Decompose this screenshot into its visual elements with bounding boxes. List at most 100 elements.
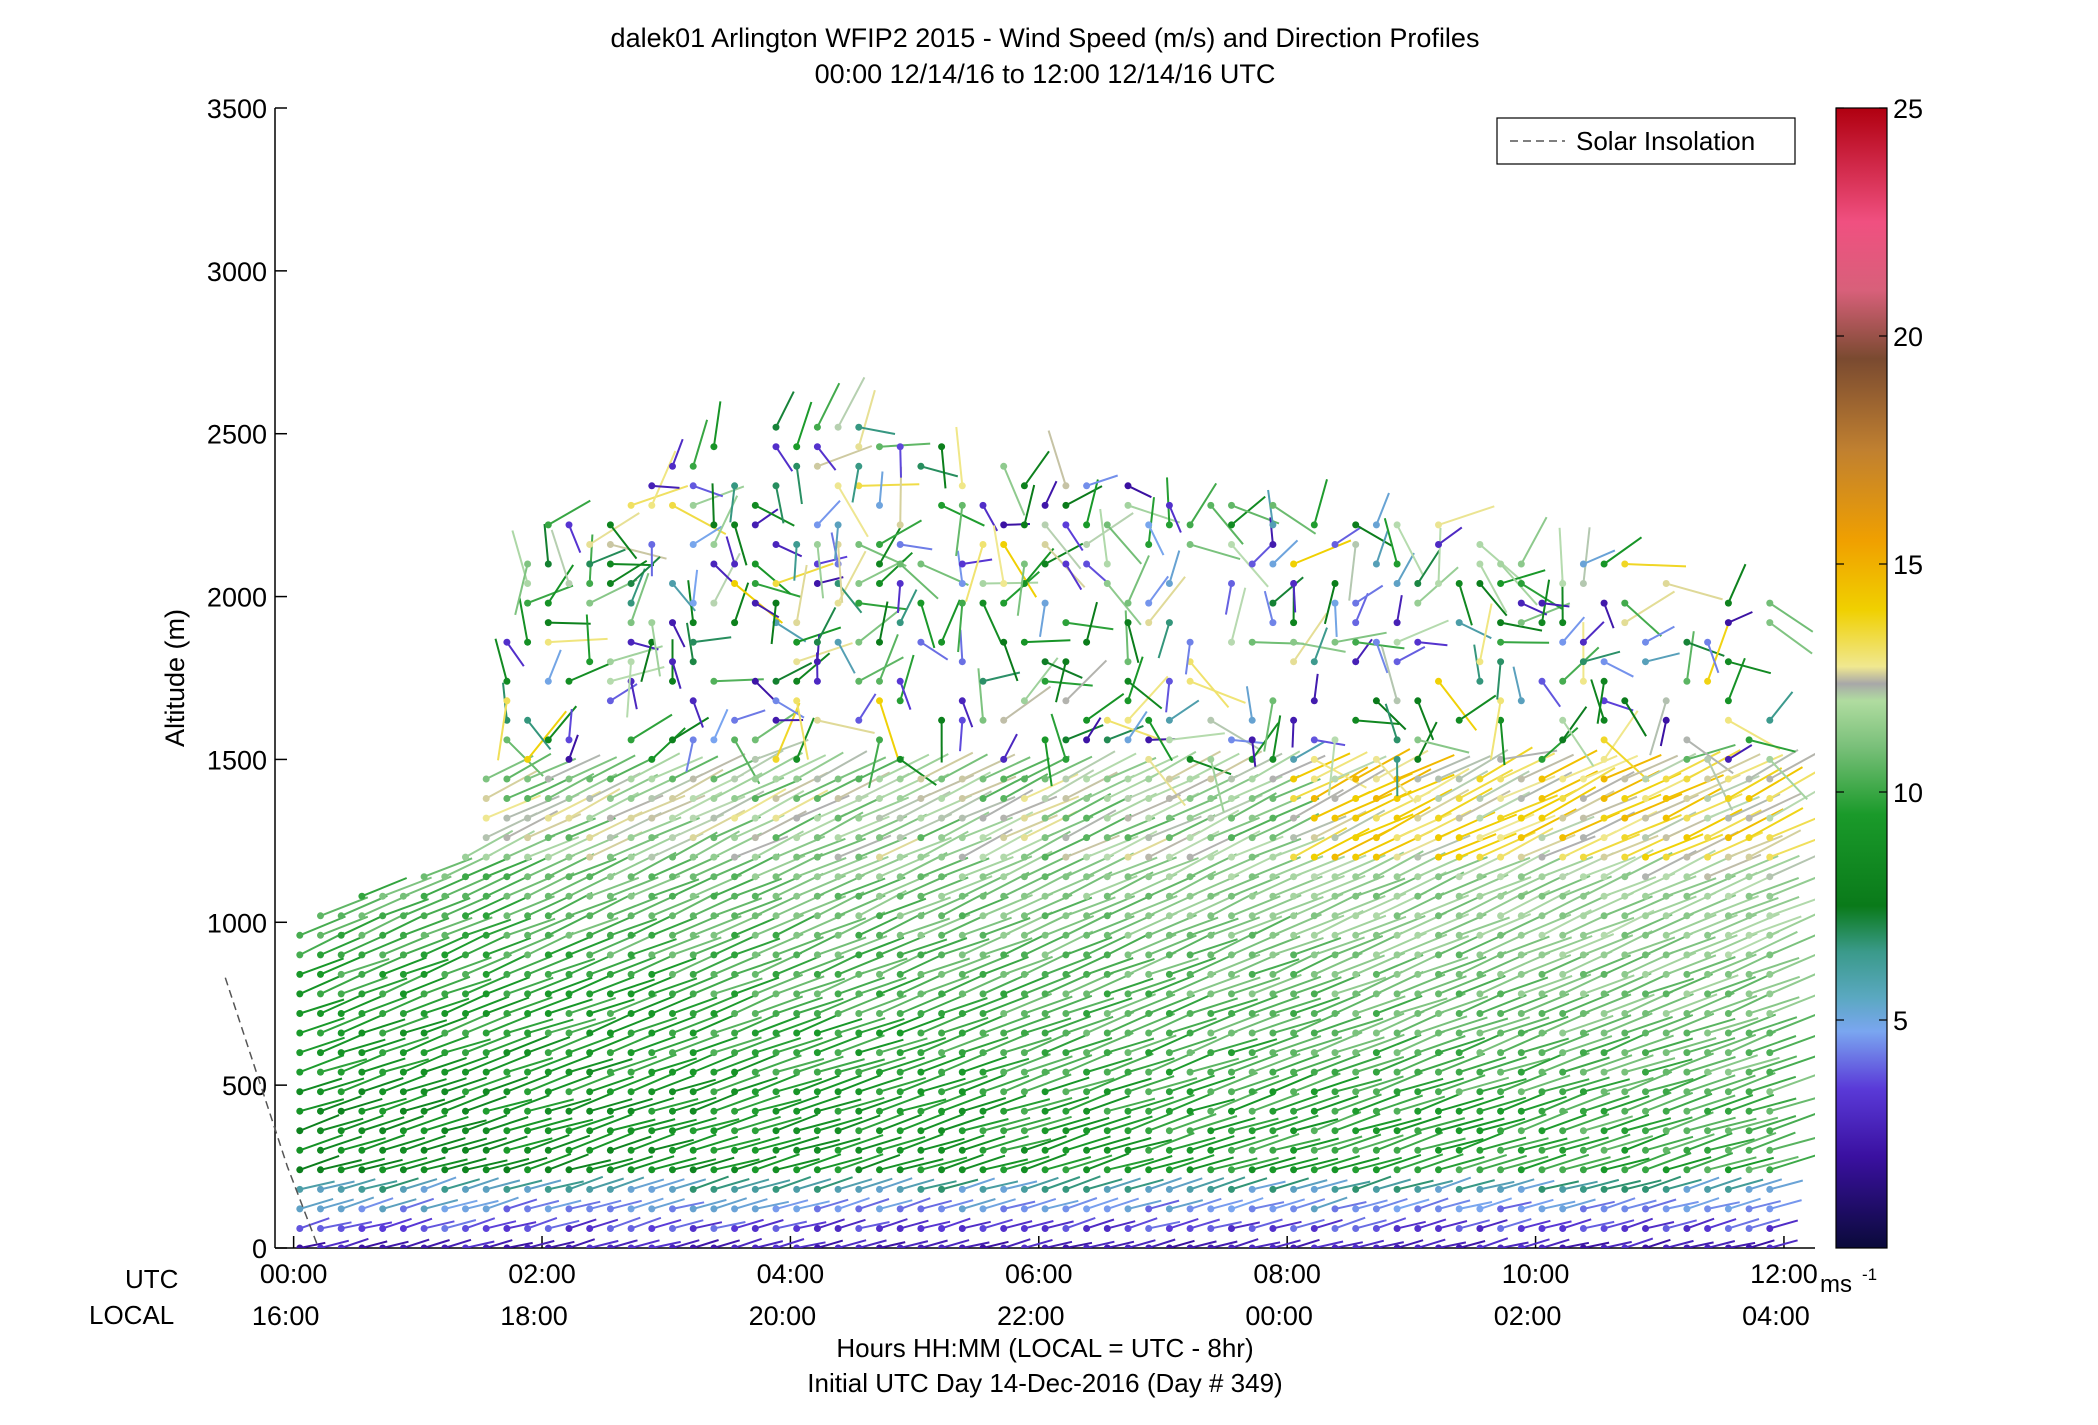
wind-gate-point [1517,814,1525,822]
wind-gate-point [1476,814,1484,822]
wind-vector [1396,997,1448,1015]
wind-vector [1479,831,1536,859]
wind-vector [713,1239,740,1248]
wind-gate-point [1103,931,1111,939]
wind-gate-point [710,931,718,939]
wind-vector [899,1112,945,1132]
wind-gate-point [1559,1068,1567,1076]
wind-vector [775,975,825,995]
wind-vector [1665,1072,1712,1093]
wind-vector [692,1013,737,1034]
wind-vector [1251,1073,1299,1093]
wind-gate-point [524,1029,532,1037]
wind-vector [1438,1016,1488,1034]
wind-vector [1458,932,1506,956]
wind-vector [1583,1035,1631,1054]
wind-gate-point [1455,1010,1463,1017]
wind-gate-point [1579,990,1587,998]
wind-gate-point [379,990,387,998]
wind-gate-point [627,951,635,959]
wind-vector [1148,934,1197,956]
wind-vector [1582,527,1591,584]
wind-gate-point [1020,931,1028,939]
wind-vector [1210,916,1261,937]
wind-vector [1769,953,1815,976]
wind-vector [568,1218,597,1230]
wind-gate-point [876,677,883,685]
wind-vector [1438,811,1496,839]
wind-vector [1293,1179,1328,1191]
wind-gate-point [1621,970,1629,978]
wind-gate-point [1704,1127,1712,1135]
wind-vector [1334,1017,1384,1034]
wind-gate-point [917,1068,925,1076]
wind-vector [527,813,582,839]
wind-gate-point [606,697,614,705]
wind-gate-point [1621,560,1629,568]
wind-gate-point [1559,814,1567,822]
wind-gate-point [606,814,614,822]
wind-vector [1231,1156,1279,1171]
wind-gate-point [1228,951,1235,959]
wind-gate-point [896,873,904,881]
wind-gate-point [648,1029,656,1037]
wind-gate-point [1766,1205,1774,1213]
wind-gate-point [1455,1166,1463,1174]
wind-vector [382,934,430,956]
wind-gate-point [1269,990,1277,998]
wind-gate-point [420,1225,428,1232]
wind-vector [775,1036,823,1054]
wind-vector [1769,602,1814,633]
wind-vector [1603,1179,1641,1191]
wind-vector [1665,1037,1717,1054]
wind-vector [1665,1012,1715,1034]
wind-vector [956,550,964,584]
wind-vector [299,1197,334,1210]
wind-vector [857,693,877,721]
wind-vector [589,1113,633,1132]
wind-vector [568,1058,614,1074]
wind-gate-point [1393,834,1401,842]
wind-gate-point [379,1010,387,1017]
wind-gate-point [751,912,759,920]
wind-gate-point [855,1166,863,1174]
wind-vector [899,1219,929,1230]
wind-gate-point [1124,990,1132,998]
wind-vector [1583,549,1616,565]
wind-vector [879,1136,926,1152]
wind-vector [1065,1135,1111,1152]
wind-vector [1707,1017,1759,1034]
wind-vector [1686,749,1741,780]
wind-gate-point [1393,853,1401,861]
wind-gate-point [689,990,697,998]
wind-gate-point [627,873,635,881]
wind-gate-point [1476,1146,1484,1154]
wind-vector [444,956,492,976]
wind-gate-point [917,775,925,783]
wind-vector [1645,1077,1694,1093]
wind-vector [1065,659,1108,702]
wind-gate-point [606,1107,614,1115]
wind-vector [630,851,677,878]
wind-gate-point [896,1088,904,1096]
wind-vector [361,1197,394,1210]
wind-gate-point [296,990,304,998]
wind-gate-point [876,1088,883,1096]
wind-vector [1184,642,1192,675]
wind-vector [734,915,780,937]
wind-gate-point [855,931,863,939]
wind-vector [1500,621,1543,632]
wind-vector [1355,1239,1385,1248]
wind-vector [1086,752,1137,780]
wind-gate-point [689,541,697,548]
wind-vector [1023,755,1070,780]
wind-vector [444,1012,491,1034]
wind-vector [423,1137,466,1152]
wind-vector [299,1098,345,1113]
wind-gate-point [1269,1166,1277,1174]
wind-gate-point [586,599,594,607]
wind-gate-point [1724,1185,1732,1193]
wind-vector [1512,666,1523,702]
wind-vector [1562,1056,1610,1074]
wind-vector [547,1032,594,1054]
